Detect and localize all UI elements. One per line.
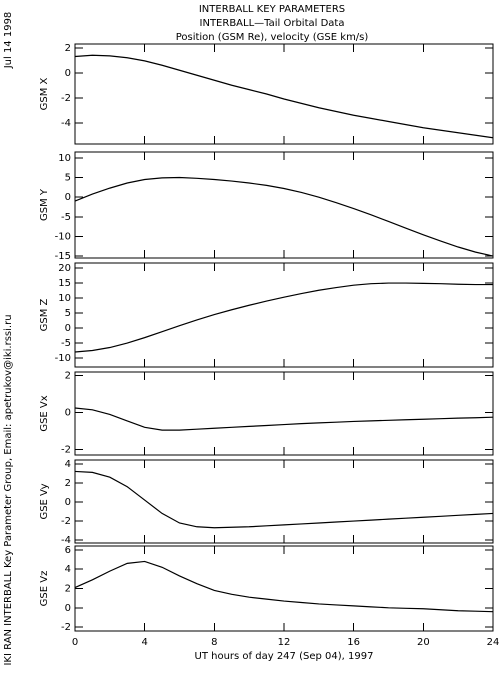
y-axis-label: GSE Vy — [39, 483, 50, 519]
y-tick-label: 0 — [65, 497, 71, 508]
y-tick-label: 0 — [65, 603, 71, 614]
y-tick-label: 4 — [65, 459, 71, 470]
y-tick-label: 2 — [65, 43, 71, 54]
y-tick-label: -2 — [61, 516, 71, 527]
y-tick-label: -5 — [61, 338, 71, 349]
y-axis-label: GSE Vx — [39, 395, 50, 431]
data-line — [74, 407, 494, 431]
x-axis-label: UT hours of day 247 (Sep 04), 1997 — [195, 651, 374, 662]
panel-frame — [74, 371, 494, 456]
y-tick-label: 5 — [65, 308, 71, 319]
y-tick-label: -4 — [61, 535, 71, 546]
credit-label: IKI RAN INTERBALL Key Parameter Group, E… — [3, 314, 14, 665]
y-tick-label: 15 — [58, 278, 71, 289]
y-axis-label: GSM Y — [39, 188, 50, 221]
x-tick-label: 24 — [487, 637, 500, 648]
y-tick-label: 0 — [65, 323, 71, 334]
title-line: INTERBALL KEY PARAMETERS — [199, 4, 345, 15]
x-tick-label: 4 — [141, 637, 147, 648]
panel-frame — [74, 262, 494, 368]
y-tick-label: 10 — [58, 153, 71, 164]
x-tick-label: 12 — [278, 637, 291, 648]
y-tick-label: 0 — [65, 192, 71, 203]
x-tick-label: 0 — [72, 637, 78, 648]
title-line: INTERBALL—Tail Orbital Data — [200, 18, 345, 29]
y-axis-label: GSE Vz — [39, 571, 50, 607]
y-axis-label: GSM Z — [39, 298, 50, 331]
data-line — [74, 282, 493, 353]
y-tick-label: -10 — [55, 231, 71, 242]
date-label: Jul 14 1998 — [3, 12, 14, 70]
y-tick-label: 0 — [65, 68, 71, 79]
y-tick-label: 2 — [65, 478, 71, 489]
data-line — [74, 560, 494, 613]
x-tick-label: 20 — [417, 637, 430, 648]
y-tick-label: 6 — [65, 545, 71, 556]
data-line — [74, 176, 494, 257]
panel-frame — [74, 545, 494, 632]
y-tick-label: -2 — [61, 93, 71, 104]
y-tick-label: 4 — [65, 564, 71, 575]
y-tick-label: -15 — [55, 251, 71, 262]
data-line — [74, 470, 494, 529]
y-tick-label: 5 — [65, 173, 71, 184]
y-tick-label: -4 — [61, 118, 71, 129]
y-tick-label: -2 — [61, 622, 71, 633]
y-tick-label: 10 — [58, 293, 71, 304]
y-tick-label: 2 — [65, 584, 71, 595]
y-axis-label: GSM X — [39, 77, 50, 110]
panel-frame — [74, 459, 494, 544]
y-tick-label: 20 — [58, 263, 71, 274]
data-line — [74, 54, 494, 139]
y-tick-label: -10 — [55, 353, 71, 364]
x-tick-label: 16 — [347, 637, 360, 648]
y-tick-label: -2 — [61, 444, 71, 455]
x-tick-label: 8 — [211, 637, 217, 648]
panel-frame — [74, 151, 494, 259]
y-tick-label: 0 — [65, 408, 71, 419]
title-line: Position (GSM Re), velocity (GSE km/s) — [176, 32, 369, 43]
y-tick-label: -5 — [61, 212, 71, 223]
y-tick-label: 2 — [65, 371, 71, 382]
